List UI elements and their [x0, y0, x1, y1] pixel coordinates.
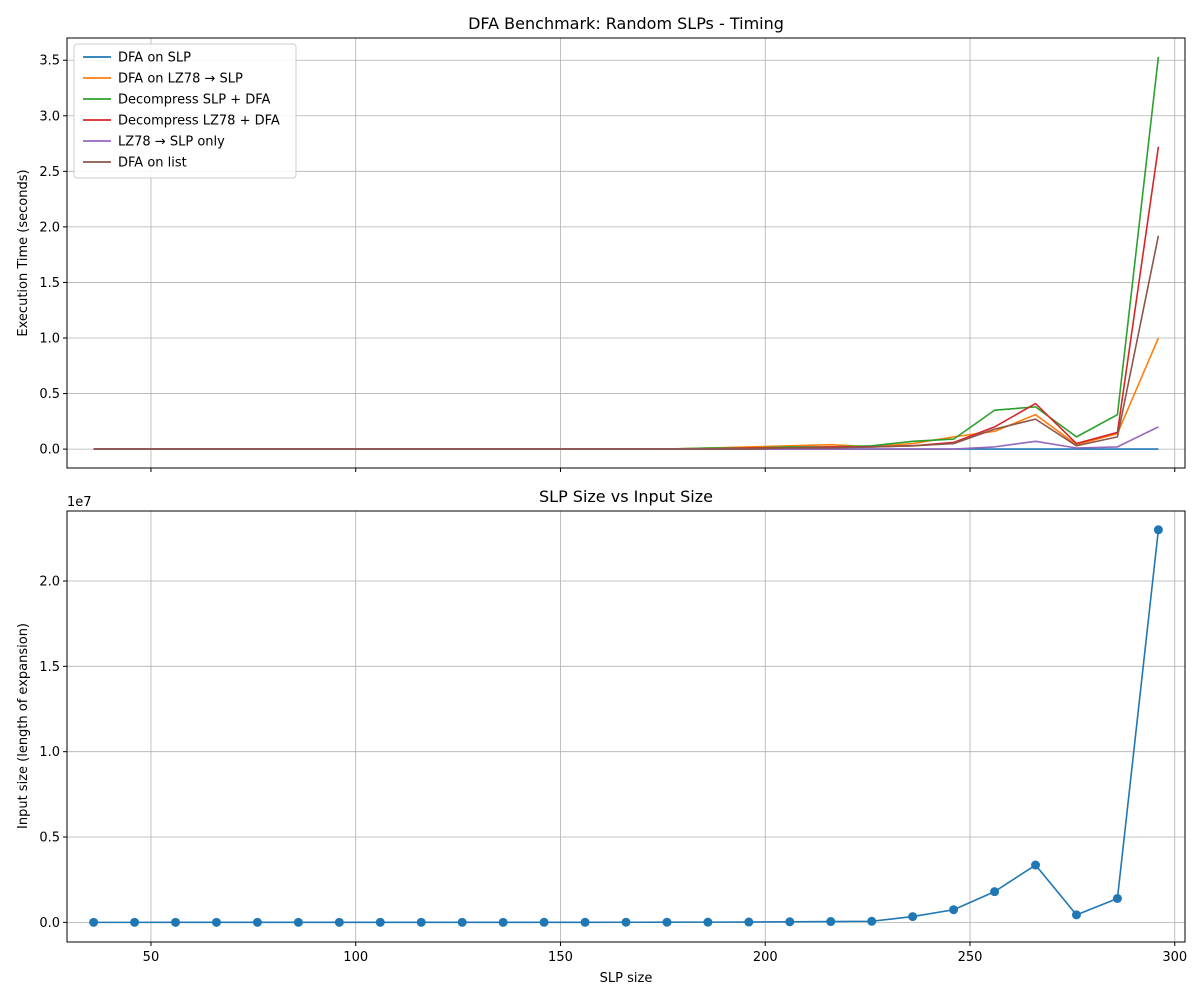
- timing-y-tick-label: 3.5: [39, 54, 60, 69]
- size-data-point: [539, 917, 549, 927]
- size-data-point: [130, 917, 140, 927]
- size-x-tick-label: 50: [143, 950, 160, 965]
- timing-chart-title: DFA Benchmark: Random SLPs - Timing: [468, 14, 784, 33]
- size-x-tick-label: 250: [958, 950, 983, 965]
- size-data-point: [457, 917, 467, 927]
- size-series: [89, 525, 1163, 927]
- timing-y-tick-label: 0.5: [39, 387, 60, 402]
- size-data-point: [252, 917, 262, 927]
- size-data-point: [89, 917, 99, 927]
- size-x-tick-label: 200: [753, 950, 778, 965]
- timing-y-tick-label: 0.0: [39, 443, 60, 458]
- size-data-point: [1112, 893, 1122, 903]
- size-chart-title: SLP Size vs Input Size: [539, 487, 713, 506]
- timing-chart: 0.0 0.5 1.0 1.5 2.0 2.5 3.0 3.5 DFA Benchmark: …: [16, 14, 1186, 472]
- size-x-axis-label: SLP size: [600, 971, 653, 986]
- timing-legend-box: [73, 43, 297, 179]
- size-y-tick-label: 0.5: [39, 831, 60, 846]
- timing-axes-frame: [66, 37, 1186, 469]
- size-data-point: [990, 887, 1000, 897]
- timing-legend-label: LZ78 → SLP only: [118, 135, 225, 150]
- timing-y-tick-label: 2.0: [39, 220, 60, 235]
- size-data-point: [621, 917, 631, 927]
- timing-y-tick-label: 1.5: [39, 276, 60, 291]
- size-data-point: [703, 917, 713, 927]
- size-data-point: [580, 917, 590, 927]
- timing-y-tick-label: 3.0: [39, 109, 60, 124]
- size-data-point: [498, 917, 508, 927]
- size-grid: [67, 511, 1185, 942]
- timing-legend-label: DFA on LZ78 → SLP: [118, 72, 243, 87]
- timing-y-tick-label: 2.5: [39, 165, 60, 180]
- size-chart: 50 100 150 200 250 300 0.0 0.5 1.0 1.5 2.0 SLP Siz…: [16, 487, 1187, 986]
- size-data-point: [1071, 910, 1081, 920]
- size-data-point: [375, 917, 385, 927]
- size-y-tick-label: 1.0: [39, 745, 60, 760]
- timing-legend-label: DFA on SLP: [118, 51, 191, 66]
- size-y-tick-label: 0.0: [39, 916, 60, 931]
- size-data-point: [211, 917, 221, 927]
- size-data-point: [662, 917, 672, 927]
- size-data-point: [744, 917, 754, 927]
- timing-legend-label: Decompress SLP + DFA: [118, 93, 271, 108]
- timing-line-dfa-on-list: [93, 235, 1160, 450]
- timing-legend: DFA on SLP DFA on LZ78 → SLP Decompress SL…: [73, 43, 297, 179]
- size-y-offset-label: 1e7: [67, 495, 92, 510]
- size-x-tick-label: 100: [343, 950, 368, 965]
- size-data-point: [949, 905, 959, 915]
- size-data-point: [867, 916, 877, 926]
- size-data-point: [171, 917, 181, 927]
- size-data-point: [785, 917, 795, 927]
- size-y-axis-label: Input size (length of expansion): [16, 623, 31, 829]
- timing-legend-label: DFA on list: [118, 156, 187, 171]
- size-y-tick-label: 1.5: [39, 660, 60, 675]
- size-x-tick-label: 300: [1162, 950, 1187, 965]
- size-y-tick-label: 2.0: [39, 574, 60, 589]
- size-data-point: [1031, 860, 1041, 870]
- size-data-point: [416, 917, 426, 927]
- timing-series: [93, 56, 1160, 450]
- timing-ticks: 0.0 0.5 1.0 1.5 2.0 2.5 3.0 3.5: [39, 54, 1176, 472]
- size-data-point: [293, 917, 303, 927]
- size-data-point: [826, 917, 836, 927]
- size-axes-frame: [66, 510, 1186, 943]
- timing-legend-label: Decompress LZ78 + DFA: [118, 114, 280, 129]
- timing-y-tick-label: 1.0: [39, 332, 60, 347]
- timing-y-axis-label: Execution Time (seconds): [16, 169, 31, 336]
- size-data-point: [1153, 525, 1163, 535]
- size-x-tick-label: 150: [548, 950, 573, 965]
- size-ticks: 50 100 150 200 250 300 0.0 0.5 1.0 1.5 2.0: [39, 574, 1187, 965]
- size-data-point: [334, 917, 344, 927]
- size-data-point: [908, 912, 918, 922]
